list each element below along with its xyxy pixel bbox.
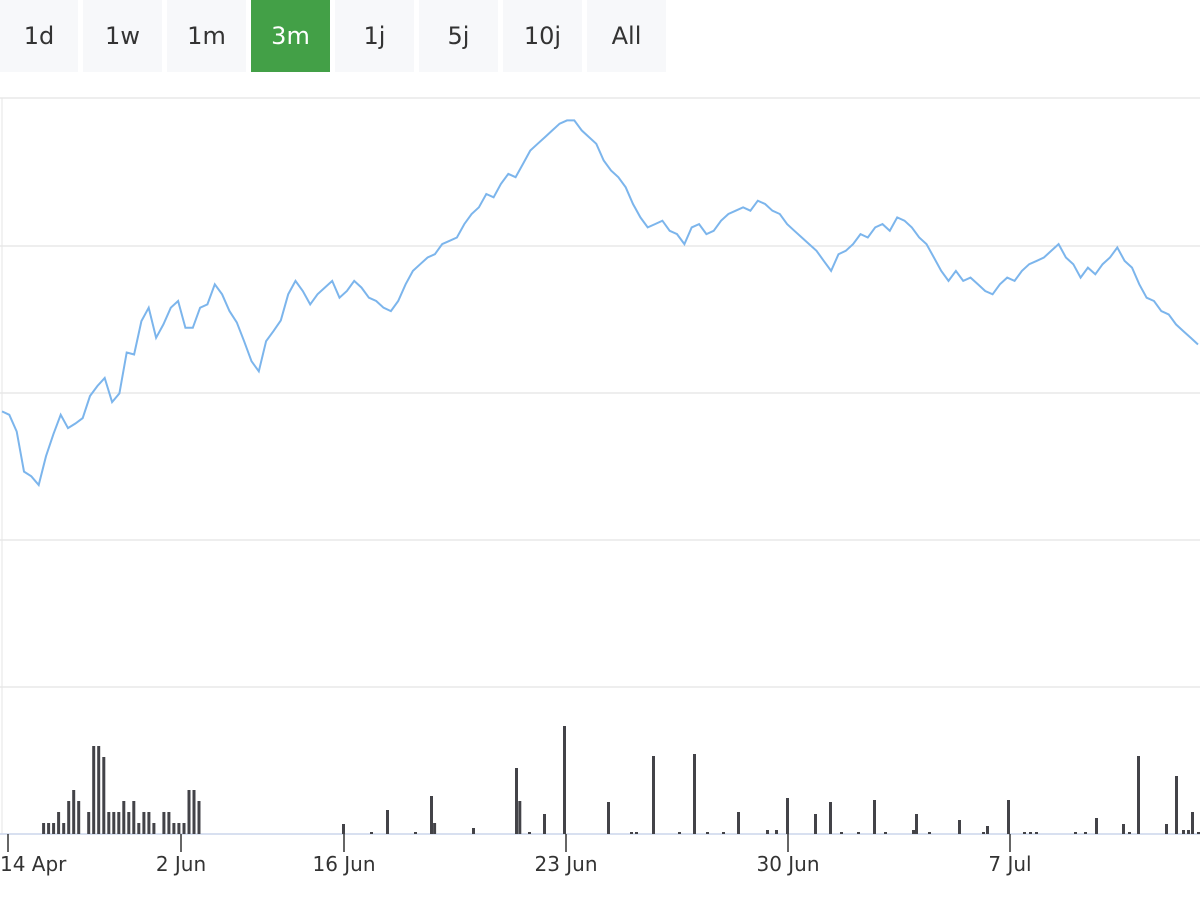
volume-bar — [958, 820, 961, 834]
volume-bar — [635, 832, 638, 834]
volume-bar — [1023, 832, 1026, 834]
volume-bar — [107, 812, 111, 834]
volume-bar — [722, 832, 725, 834]
volume-bar — [1084, 832, 1087, 834]
volume-bar — [775, 830, 778, 834]
volume-bar — [414, 832, 417, 834]
x-tick-label-1: 2 Jun — [156, 852, 206, 876]
volume-bar — [766, 830, 769, 834]
volume-bar — [127, 812, 131, 834]
range-button-5j[interactable]: 5j — [419, 0, 498, 72]
volume-bar — [1165, 824, 1168, 834]
volume-bar — [97, 746, 101, 834]
volume-bar — [57, 812, 61, 834]
range-button-3m[interactable]: 3m — [251, 0, 330, 72]
volume-bar — [884, 832, 887, 834]
x-tick-label-0: 14 Apr — [0, 852, 67, 876]
volume-bar — [1095, 818, 1098, 834]
volume-bar — [152, 823, 156, 834]
volume-bar — [77, 801, 81, 834]
volume-bar — [67, 801, 71, 834]
volume-bar — [563, 726, 566, 834]
volume-bar — [1191, 812, 1194, 834]
volume-bar — [197, 801, 201, 834]
x-tick-label-5: 7 Jul — [988, 852, 1031, 876]
volume-bar — [630, 832, 633, 834]
x-tick-label-2: 16 Jun — [312, 852, 375, 876]
volume-bar — [518, 801, 522, 834]
range-button-1w[interactable]: 1w — [83, 0, 162, 72]
volume-bar — [1175, 776, 1178, 834]
volume-bar — [982, 832, 985, 834]
range-button-1m[interactable]: 1m — [167, 0, 246, 72]
volume-bar — [928, 832, 931, 834]
volume-bar — [102, 757, 106, 834]
volume-bar — [386, 810, 389, 834]
volume-bar — [433, 823, 437, 834]
volume-bar — [177, 823, 181, 834]
volume-bar — [47, 823, 51, 834]
volume-bar — [915, 814, 918, 834]
volume-bar — [52, 823, 56, 834]
volume-bar — [1029, 832, 1032, 834]
volume-bar — [132, 801, 136, 834]
volume-bar — [147, 812, 151, 834]
volume-bar — [187, 790, 191, 834]
volume-bar — [142, 812, 146, 834]
volume-bar — [42, 823, 46, 834]
volume-bar — [430, 796, 433, 834]
volume-bar — [986, 826, 989, 834]
volume-bar — [1197, 832, 1200, 834]
volume-bar — [472, 828, 475, 834]
volume-bar — [786, 798, 789, 834]
volume-bar — [840, 832, 843, 834]
volume-bar — [829, 802, 832, 834]
range-button-1j[interactable]: 1j — [335, 0, 414, 72]
volume-bar — [1007, 800, 1010, 834]
price-line-series — [1, 119, 1199, 488]
volume-bar — [182, 823, 186, 834]
volume-bar — [167, 812, 171, 834]
volume-bar — [370, 832, 373, 834]
volume-bar — [172, 823, 176, 834]
volume-bar — [112, 812, 116, 834]
volume-bar — [1137, 756, 1140, 834]
volume-bar — [137, 823, 141, 834]
volume-bar — [122, 801, 126, 834]
volume-bar — [162, 812, 166, 834]
volume-bar — [693, 754, 696, 834]
volume-bar — [912, 830, 915, 834]
volume-bar — [62, 823, 66, 834]
volume-bar — [1187, 830, 1190, 834]
range-button-1d[interactable]: 1d — [0, 0, 78, 72]
x-tick-label-4: 30 Jun — [756, 852, 819, 876]
volume-bar — [528, 832, 531, 834]
volume-bar — [342, 824, 345, 834]
volume-bar — [678, 832, 681, 834]
volume-bar — [652, 756, 655, 834]
volume-bar — [706, 832, 709, 834]
volume-bar — [117, 812, 121, 834]
volume-bar — [814, 814, 817, 834]
volume-bar — [87, 812, 91, 834]
volume-bar — [1074, 832, 1077, 834]
volume-bar — [607, 802, 610, 834]
volume-bar — [1122, 824, 1125, 834]
range-button-all[interactable]: All — [587, 0, 666, 72]
range-button-10j[interactable]: 10j — [503, 0, 582, 72]
volume-bar — [737, 812, 740, 834]
volume-bar — [1128, 832, 1131, 834]
volume-bar — [515, 768, 518, 834]
volume-bar — [873, 800, 876, 834]
volume-bar — [1182, 830, 1185, 834]
volume-bar — [92, 746, 96, 834]
volume-bar — [192, 790, 196, 834]
volume-bar — [543, 814, 546, 834]
volume-bar — [857, 832, 860, 834]
x-tick-label-3: 23 Jun — [534, 852, 597, 876]
volume-bar — [1035, 832, 1038, 834]
volume-bar — [72, 790, 76, 834]
